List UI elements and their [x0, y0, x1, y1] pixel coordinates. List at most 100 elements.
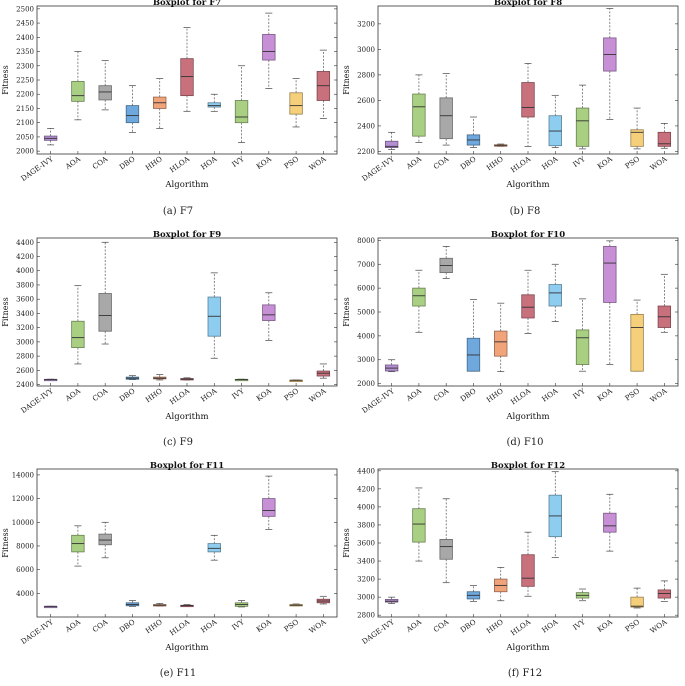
boxplot-panel-4: Boxplot for F10 2000 3000 4000 5000 6000 7000 8…: [342, 230, 679, 422]
box-woa: [657, 131, 672, 147]
x-tick-label: HLOA: [509, 386, 533, 407]
boxplot-panel-5: Boxplot for F11 4000 6000 8000 10000 12000 140…: [1, 461, 338, 653]
y-axis-label: Fitness: [1, 297, 10, 326]
x-tick-label: DAGE-IVY: [19, 617, 55, 646]
y-tick-label: 2800: [357, 612, 375, 620]
y-axis-label: Fitness: [1, 528, 10, 557]
y-tick-label: 2350: [16, 48, 34, 56]
x-tick-label: HOA: [199, 617, 219, 635]
box-hloa: [521, 294, 535, 319]
y-tick-label: 3800: [16, 281, 34, 289]
boxplot-panel-2: Boxplot for F8 2200 2400 2600 2800 3000 3200 Fi…: [342, 0, 679, 190]
caption-f11: (e) F11: [159, 668, 197, 679]
x-axis-label: Algorithm: [505, 643, 549, 653]
x-tick-label: HLOA: [509, 617, 533, 638]
y-tick-label: 3200: [357, 20, 375, 28]
y-tick-label: 4000: [16, 267, 34, 275]
x-axis-label: Algorithm: [505, 180, 549, 190]
box-hloa: [180, 58, 194, 97]
y-tick-label: 4400: [16, 239, 34, 247]
x-tick-label: IVY: [571, 386, 587, 401]
y-tick-label: 3600: [357, 540, 375, 548]
caption-f8: (b) F8: [509, 206, 541, 217]
y-tick-label: 2400: [16, 34, 34, 42]
y-tick-label: 10000: [12, 519, 34, 527]
y-tick-label: 2800: [357, 71, 375, 79]
x-tick-label: AOA: [63, 386, 83, 404]
box-pso: [630, 596, 644, 608]
chart-title: Boxplot for F7: [153, 0, 221, 8]
x-tick-label: KOA: [595, 154, 614, 171]
y-tick-label: 2600: [357, 97, 375, 105]
x-tick-label: DBO: [117, 617, 136, 634]
y-tick-label: 3800: [357, 521, 375, 529]
x-tick-label: IVY: [571, 617, 587, 632]
y-tick-label: 4200: [16, 253, 34, 261]
x-tick-label: WOA: [307, 154, 328, 172]
y-tick-label: 12000: [12, 495, 34, 503]
box-aoa: [412, 287, 426, 307]
box-dbo: [125, 105, 140, 124]
x-tick-label: HHO: [485, 154, 505, 172]
x-tick-label: WOA: [648, 617, 669, 635]
y-tick-label: 6000: [16, 566, 34, 574]
x-tick-label: COA: [432, 386, 451, 403]
y-tick-label: 7000: [357, 261, 375, 269]
box-pso: [630, 129, 644, 147]
boxplot-panel-1: Boxplot for F7 2000 2050 2100 2150 2200 2250 23…: [1, 0, 338, 190]
x-tick-label: PSO: [282, 617, 300, 633]
y-tick-label: 4200: [357, 485, 375, 493]
x-tick-label: IVY: [230, 386, 246, 401]
x-tick-label: HHO: [485, 617, 505, 635]
x-tick-label: KOA: [254, 617, 273, 634]
x-tick-label: HHO: [144, 386, 164, 404]
y-axis-label: Fitness: [1, 65, 10, 94]
x-tick-label: PSO: [282, 154, 300, 170]
y-tick-label: 2500: [16, 5, 34, 13]
y-axis-label: Fitness: [342, 297, 351, 326]
chart-title: Boxplot for F9: [153, 230, 221, 240]
box-koa: [262, 34, 276, 61]
y-tick-label: 2600: [16, 367, 34, 375]
x-tick-label: DBO: [117, 154, 136, 171]
y-tick-label: 8000: [16, 542, 34, 550]
x-tick-label: DAGE-IVY: [19, 386, 55, 415]
x-tick-label: HOA: [199, 154, 219, 172]
y-tick-label: 5000: [357, 309, 375, 317]
x-tick-label: HOA: [540, 386, 560, 404]
x-tick-label: HLOA: [168, 154, 192, 175]
boxplot-panel-6: Boxplot for F12 2800 3000 3200 3400 3600 3800 4…: [342, 461, 679, 653]
box-aoa: [412, 93, 426, 137]
y-tick-label: 4000: [16, 590, 34, 598]
x-tick-label: AOA: [404, 386, 424, 404]
y-tick-label: 2000: [16, 148, 34, 156]
x-axis-label: Algorithm: [505, 412, 549, 422]
y-tick-label: 4400: [357, 467, 375, 475]
box-ivy: [575, 107, 590, 147]
box-woa: [657, 589, 672, 599]
x-axis-label: Algorithm: [164, 643, 208, 653]
box-ivy: [234, 100, 249, 124]
boxplot-panel-3: Boxplot for F9 2400 2600 2800 3000 3200 3400 36…: [1, 230, 338, 422]
x-tick-label: DBO: [458, 617, 477, 634]
box-koa: [603, 512, 617, 533]
box-aoa: [71, 320, 85, 348]
y-tick-label: 2450: [16, 20, 34, 28]
y-tick-label: 2400: [16, 381, 34, 389]
box-pso: [630, 313, 644, 372]
y-tick-label: 3200: [357, 576, 375, 584]
x-tick-label: HHO: [485, 386, 505, 404]
y-tick-label: 2800: [16, 353, 34, 361]
x-tick-label: IVY: [230, 617, 246, 632]
caption-f10: (d) F10: [506, 437, 544, 448]
y-tick-label: 2200: [16, 91, 34, 99]
x-tick-label: HHO: [144, 154, 164, 172]
x-tick-label: COA: [91, 154, 110, 171]
y-tick-label: 2000: [357, 380, 375, 388]
x-tick-label: COA: [432, 154, 451, 171]
y-tick-label: 3400: [357, 558, 375, 566]
x-tick-label: AOA: [63, 617, 83, 635]
x-tick-label: KOA: [595, 617, 614, 634]
